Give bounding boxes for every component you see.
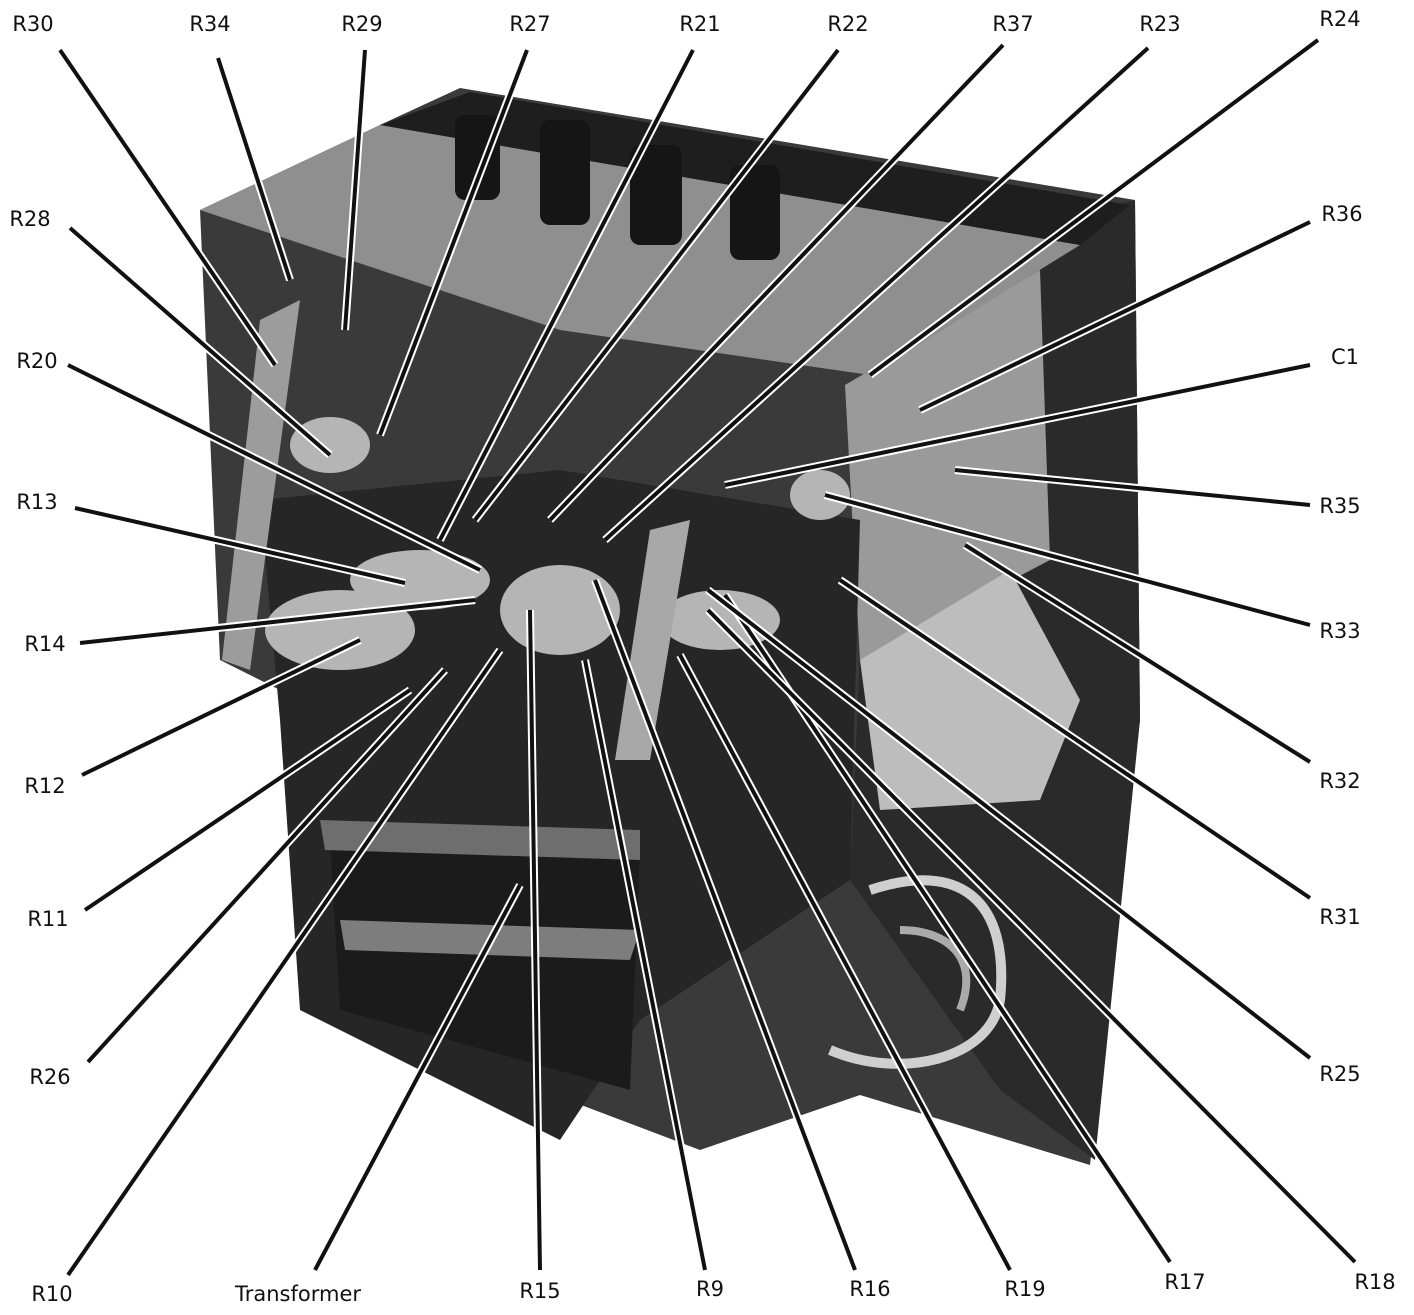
leader-line: [343, 49, 367, 331]
leader-line: [603, 46, 1150, 542]
leader-line: [824, 493, 1311, 627]
callouts: R30 R34 R29 R27 R21 R22 R37 R23 R24 R28 R20 R13 R14 R…: [9, 7, 1395, 1306]
leader-line: [86, 668, 447, 1064]
leader-line: [528, 609, 542, 1271]
part-label: Transformer: [234, 1282, 361, 1306]
part-label: R22: [827, 12, 868, 36]
part-label: R10: [31, 1282, 72, 1306]
leader-line: [313, 884, 522, 1271]
leader-line: [583, 659, 707, 1271]
part-label: R28: [9, 207, 50, 231]
leader-line: [67, 363, 481, 572]
part-label: R21: [679, 12, 720, 36]
leader-line: [724, 363, 1311, 487]
leader-line: [378, 49, 529, 436]
leader-line: [838, 578, 1312, 900]
part-label: R32: [1319, 769, 1360, 793]
part-label: C1: [1331, 345, 1359, 369]
leader-line: [678, 654, 1012, 1271]
leader-line: [216, 57, 292, 281]
part-label: R36: [1321, 202, 1362, 226]
part-label: R35: [1319, 494, 1360, 518]
part-label: R11: [27, 907, 68, 931]
part-label: R18: [1354, 1270, 1395, 1294]
part-label: R16: [849, 1277, 890, 1301]
leader-line: [593, 579, 857, 1271]
leader-line: [706, 588, 1312, 1060]
leader-line: [79, 598, 476, 645]
part-label: R20: [16, 349, 57, 373]
leader-line: [74, 506, 406, 585]
part-label: R29: [341, 12, 382, 36]
part-label: R15: [519, 1279, 560, 1303]
leader-line: [919, 220, 1311, 412]
leader-line: [68, 226, 332, 457]
part-label: R17: [1164, 1270, 1205, 1294]
leader-line: [548, 43, 1005, 522]
part-label: R24: [1319, 7, 1360, 31]
part-label: R26: [29, 1065, 70, 1089]
part-label: R25: [1319, 1062, 1360, 1086]
leader-line: [81, 638, 361, 777]
part-label: R19: [1004, 1277, 1045, 1301]
part-label: R23: [1139, 12, 1180, 36]
leader-line: [473, 48, 840, 522]
leader-line: [83, 688, 412, 912]
leader-line: [66, 648, 502, 1277]
part-label: R14: [24, 632, 65, 656]
leader-line: [58, 48, 277, 367]
part-label: R12: [24, 774, 65, 798]
leader-line: [868, 38, 1320, 377]
part-label: R34: [189, 12, 230, 36]
leader-line: [954, 468, 1311, 507]
part-label: R37: [992, 12, 1033, 36]
leader-line: [963, 543, 1312, 764]
part-label: R31: [1319, 905, 1360, 929]
part-label: R30: [12, 12, 53, 36]
part-label: R9: [696, 1277, 724, 1301]
part-label: R33: [1319, 619, 1360, 643]
leader-line: [706, 608, 1357, 1264]
part-label: R27: [509, 12, 550, 36]
leader-line: [438, 49, 695, 541]
part-label: R13: [16, 490, 57, 514]
